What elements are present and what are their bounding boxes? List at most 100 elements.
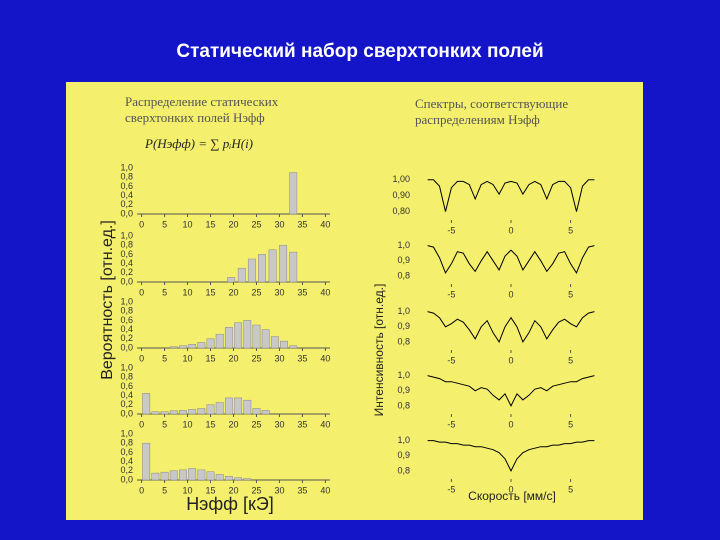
bar <box>224 397 233 415</box>
x-axis-label: Скорость [мм/с] <box>468 489 556 503</box>
x-tick-label: 25 <box>251 219 261 229</box>
y-tick-label: 0,6 <box>120 181 133 191</box>
y-tick-label: 1,0 <box>120 362 133 372</box>
bar <box>279 244 288 283</box>
y-tick-label: 0,8 <box>120 372 133 382</box>
y-tick-label: 0,8 <box>397 270 410 280</box>
y-tick-label: 1,0 <box>397 370 410 380</box>
y-axis-label: Интенсивность [отн.ед.] <box>372 284 386 417</box>
y-tick-label: 0,4 <box>120 324 133 334</box>
y-tick-label: 0,0 <box>120 208 133 218</box>
bar <box>142 393 151 415</box>
x-tick-label: 5 <box>568 484 573 494</box>
x-tick-label: 10 <box>183 485 193 495</box>
bar <box>234 477 243 481</box>
bar <box>169 470 178 481</box>
x-tick-label: 20 <box>228 485 238 495</box>
y-tick-label: 0,2 <box>120 465 133 475</box>
y-tick-label: 0,2 <box>120 199 133 209</box>
y-tick-label: 0,4 <box>120 456 133 466</box>
x-tick-label: -5 <box>447 355 455 365</box>
bar <box>188 409 197 415</box>
x-tick-label: 35 <box>297 353 307 363</box>
x-tick-label: 5 <box>162 353 167 363</box>
y-tick-label: 1,0 <box>397 435 410 445</box>
x-tick-label: 0 <box>139 219 144 229</box>
bar <box>179 469 187 481</box>
bar <box>252 324 261 349</box>
x-tick-label: -5 <box>447 484 455 494</box>
bar <box>252 408 261 415</box>
x-tick-label: 5 <box>162 419 167 429</box>
right-heading: Спектры, соответствующие <box>415 96 568 111</box>
x-tick-label: 5 <box>568 289 573 299</box>
y-tick-label: 0,90 <box>392 190 410 200</box>
x-tick-label: 15 <box>206 353 216 363</box>
bar <box>289 345 298 349</box>
y-tick-label: 1,0 <box>120 428 133 438</box>
bar <box>268 249 277 283</box>
x-tick-label: 5 <box>568 355 573 365</box>
y-tick-label: 0,8 <box>120 172 133 182</box>
x-tick-label: -5 <box>447 419 455 429</box>
x-tick-label: 0 <box>508 225 513 235</box>
y-tick-label: 1,0 <box>397 240 410 250</box>
spectrum-line <box>427 311 595 343</box>
x-tick-label: 0 <box>508 289 513 299</box>
bar <box>197 408 206 415</box>
x-tick-label: 35 <box>297 287 307 297</box>
y-tick-label: 0,8 <box>397 400 410 410</box>
y-tick-label: 1,00 <box>392 174 410 184</box>
y-tick-label: 0,6 <box>120 315 133 325</box>
bar <box>215 474 224 481</box>
x-tick-label: 25 <box>251 485 261 495</box>
x-tick-label: 5 <box>162 219 167 229</box>
y-tick-label: 0,9 <box>397 321 410 331</box>
bar <box>289 251 298 283</box>
bar <box>197 469 206 481</box>
y-tick-label: 0,6 <box>120 249 133 259</box>
formula: P(Hэфф) = ∑ pᵢH(i) <box>144 136 253 151</box>
x-tick-label: 20 <box>228 419 238 429</box>
bar <box>179 345 187 349</box>
bar <box>258 254 266 283</box>
x-tick-label: 30 <box>274 485 284 495</box>
left-heading: сверхтонких полей Hэфф <box>125 110 265 125</box>
bar <box>243 478 252 481</box>
x-tick-label: 20 <box>228 353 238 363</box>
x-tick-label: 0 <box>508 419 513 429</box>
y-tick-label: 0,6 <box>120 447 133 457</box>
y-tick-label: 0,0 <box>120 342 133 352</box>
x-tick-label: 40 <box>320 353 330 363</box>
x-tick-label: 10 <box>183 419 193 429</box>
bar <box>206 338 215 349</box>
bar <box>237 267 246 283</box>
y-tick-label: 0,2 <box>120 333 133 343</box>
bar <box>142 442 151 481</box>
bar <box>169 410 178 415</box>
bar <box>160 411 169 415</box>
bar <box>280 340 288 349</box>
x-tick-label: 30 <box>274 353 284 363</box>
left-heading: Распределение статических <box>125 94 279 109</box>
x-tick-label: 25 <box>251 353 261 363</box>
bar <box>261 410 270 415</box>
y-tick-label: 0,0 <box>120 474 133 484</box>
y-tick-label: 0,4 <box>120 258 133 268</box>
spectrum-line <box>427 245 595 274</box>
bar <box>169 346 178 349</box>
x-tick-label: 35 <box>297 219 307 229</box>
y-tick-label: 0,4 <box>120 190 133 200</box>
y-tick-label: 0,6 <box>120 381 133 391</box>
x-tick-label: 10 <box>183 219 193 229</box>
bar <box>234 397 243 415</box>
bar <box>197 342 206 349</box>
x-tick-label: 15 <box>206 485 216 495</box>
y-tick-label: 0,9 <box>397 385 410 395</box>
x-axis-label: Hэфф [кЭ] <box>186 494 274 514</box>
x-tick-label: 25 <box>251 419 261 429</box>
bar <box>151 472 160 481</box>
y-tick-label: 1,0 <box>397 306 410 316</box>
bar <box>247 258 256 283</box>
